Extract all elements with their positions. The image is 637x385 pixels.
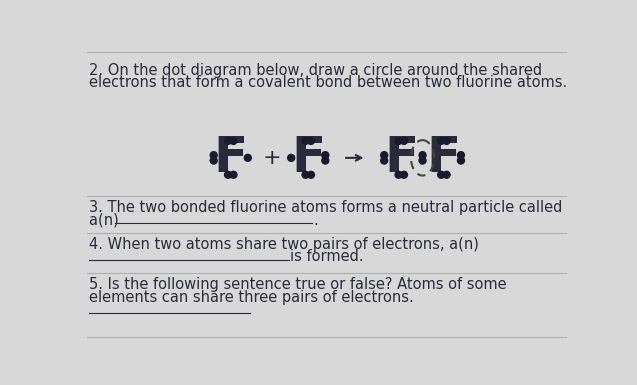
Circle shape: [322, 152, 329, 159]
Circle shape: [395, 171, 402, 178]
Circle shape: [308, 137, 315, 144]
Text: +: +: [262, 148, 281, 168]
Circle shape: [395, 137, 402, 144]
Circle shape: [288, 154, 295, 161]
Circle shape: [210, 152, 217, 159]
Circle shape: [419, 152, 426, 159]
Circle shape: [302, 137, 309, 144]
Text: F: F: [213, 134, 248, 182]
Circle shape: [245, 154, 251, 161]
Text: 2. On the dot diagram below, draw a circle around the shared: 2. On the dot diagram below, draw a circ…: [89, 63, 542, 78]
Text: 3. The two bonded fluorine atoms forms a neutral particle called: 3. The two bonded fluorine atoms forms a…: [89, 200, 562, 215]
Circle shape: [401, 171, 408, 178]
Circle shape: [225, 137, 231, 144]
Circle shape: [381, 152, 388, 159]
Text: elements can share three pairs of electrons.: elements can share three pairs of electr…: [89, 290, 413, 305]
Circle shape: [457, 152, 464, 159]
Text: 5. Is the following sentence true or false? Atoms of some: 5. Is the following sentence true or fal…: [89, 277, 506, 292]
Circle shape: [443, 171, 450, 178]
Text: a(n): a(n): [89, 213, 124, 228]
Circle shape: [322, 157, 329, 164]
Circle shape: [230, 137, 237, 144]
Circle shape: [308, 171, 315, 178]
Circle shape: [210, 157, 217, 164]
Circle shape: [401, 137, 408, 144]
Circle shape: [230, 171, 237, 178]
Circle shape: [225, 171, 231, 178]
Circle shape: [419, 157, 426, 164]
Circle shape: [438, 171, 445, 178]
Text: electrons that form a covalent bond between two fluorine atoms.: electrons that form a covalent bond betw…: [89, 75, 567, 90]
Text: F: F: [384, 134, 419, 182]
Text: is formed.: is formed.: [290, 249, 364, 264]
Circle shape: [438, 137, 445, 144]
Circle shape: [457, 157, 464, 164]
Circle shape: [443, 137, 450, 144]
Text: F: F: [291, 134, 326, 182]
Circle shape: [302, 171, 309, 178]
Text: 4. When two atoms share two pairs of electrons, a(n): 4. When two atoms share two pairs of ele…: [89, 237, 479, 252]
Circle shape: [381, 157, 388, 164]
Text: .: .: [313, 213, 318, 228]
Text: F: F: [427, 134, 461, 182]
